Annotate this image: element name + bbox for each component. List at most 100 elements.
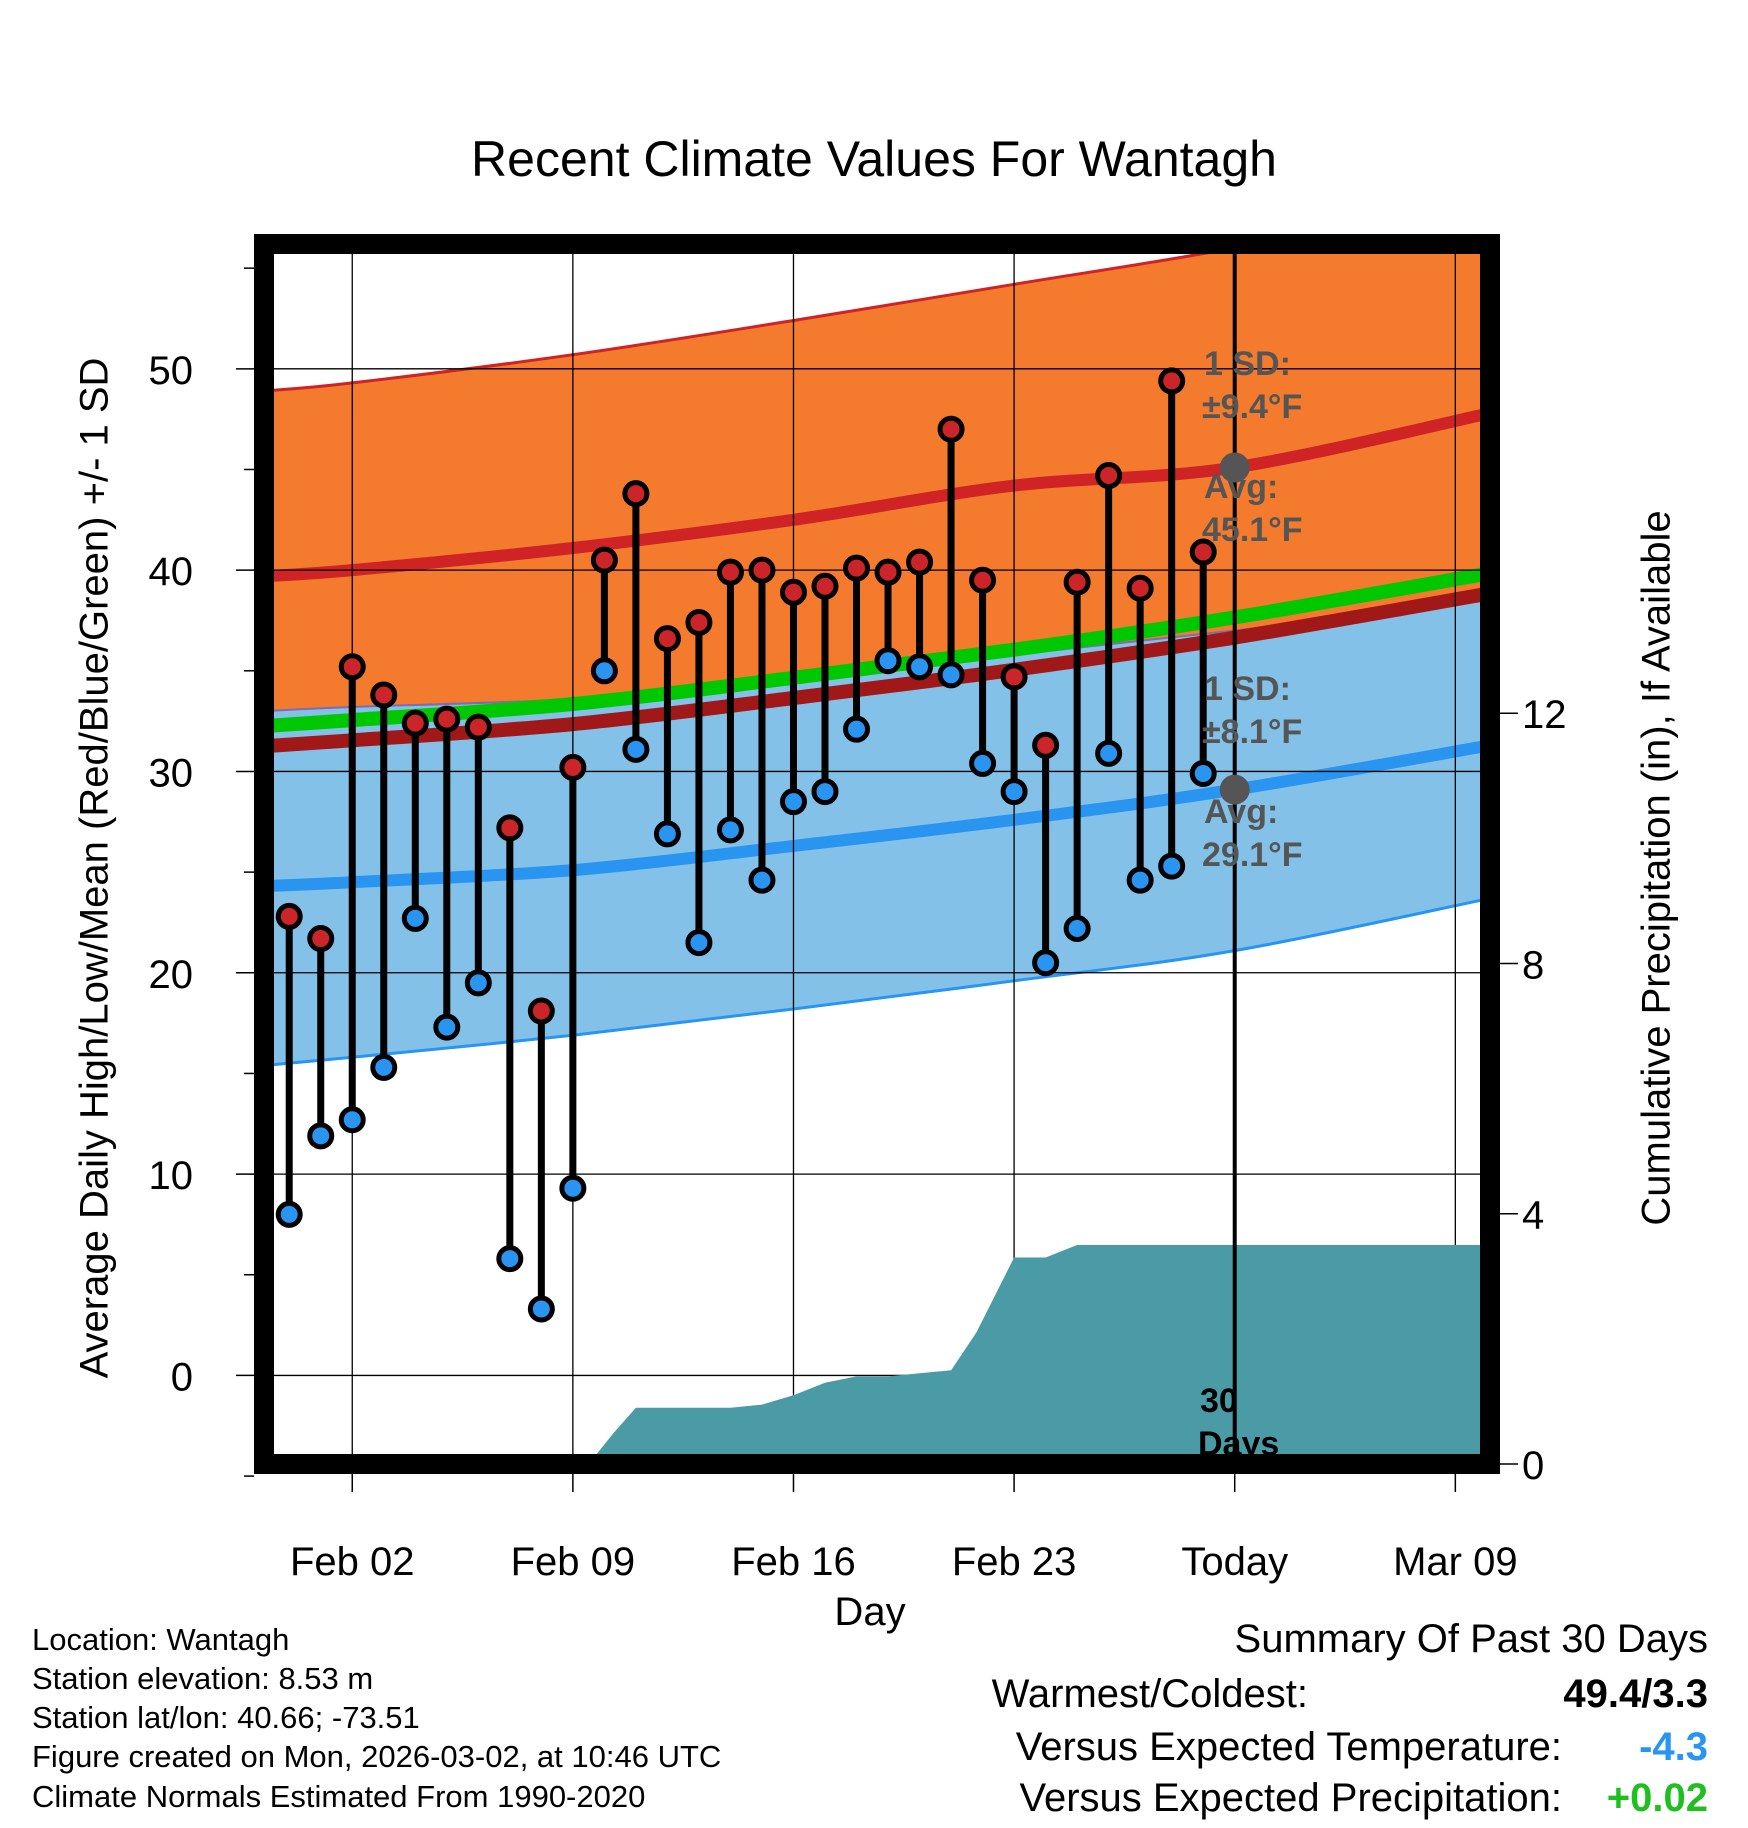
y-tick-label-left: 10 — [149, 1154, 194, 1198]
mean-dark-line — [264, 586, 1490, 754]
high-avg-line — [264, 407, 1490, 583]
summary-precip-label: Versus Expected Precipitation: — [1019, 1776, 1562, 1820]
y-tick-label-left: 30 — [149, 751, 194, 795]
y-axis-left-label: Average Daily High/Low/Mean (Red/Blue/Gr… — [72, 357, 117, 1379]
low-dot — [937, 661, 965, 689]
high-dot — [1000, 663, 1028, 691]
summary-temp-label: Versus Expected Temperature: — [1015, 1725, 1562, 1769]
chart-title: Recent Climate Values For Wantagh — [471, 131, 1277, 187]
low-dot — [275, 1200, 303, 1228]
high-dot — [464, 713, 492, 741]
high-sd-value: ±9.4°F — [1202, 388, 1302, 426]
high-avg-label: Avg: — [1204, 468, 1278, 506]
low-lower-line — [264, 896, 1490, 1067]
low-dot — [464, 969, 492, 997]
low-avg-line — [264, 739, 1490, 893]
y-tick-label-left: 20 — [149, 953, 194, 997]
high-dot — [1032, 731, 1060, 759]
y-tick-label-right: 4 — [1522, 1194, 1544, 1238]
high-dot — [906, 548, 934, 576]
x-tick-label: Feb 02 — [290, 1540, 415, 1584]
low-dot — [433, 1013, 461, 1041]
y-tick-label-right: 12 — [1522, 693, 1567, 737]
high-dot — [1063, 568, 1091, 596]
summary-title: Summary Of Past 30 Days — [1234, 1617, 1708, 1661]
low-dot — [969, 749, 997, 777]
today-low-avg-marker — [1219, 774, 1250, 805]
low-dot — [559, 1174, 587, 1202]
mean-line — [264, 566, 1490, 734]
high-dot — [1126, 574, 1154, 602]
y-tick-label-left: 40 — [149, 550, 194, 594]
low-dot — [527, 1295, 555, 1323]
summary-temp-value: -4.3 — [1639, 1725, 1708, 1769]
low-dot — [685, 929, 713, 957]
low-dot — [401, 904, 429, 932]
low-dot — [874, 647, 902, 675]
high-dot — [622, 480, 650, 508]
high-dot — [338, 653, 366, 681]
low-dot — [1000, 778, 1028, 806]
low-dot — [843, 715, 871, 743]
high-dot — [496, 814, 524, 842]
low-dot — [496, 1245, 524, 1273]
low-dot — [1095, 739, 1123, 767]
high-dot — [779, 578, 807, 606]
x-axis-label: Day — [834, 1590, 906, 1634]
high-dot — [1189, 538, 1217, 566]
x-tick-label: Feb 16 — [731, 1540, 856, 1584]
summary-warmest-label: Warmest/Coldest: — [991, 1672, 1308, 1716]
precip-area — [264, 1245, 1490, 1464]
meta-latlon: Station lat/lon: 40.66; -73.51 — [32, 1700, 420, 1735]
y-axis-right-label: Cumulative Precipitation (in), If Availa… — [1634, 510, 1679, 1226]
high-dot — [874, 558, 902, 586]
y-tick-label-left: 0 — [171, 1355, 193, 1399]
high-upper-line — [264, 244, 1265, 393]
high-dot — [969, 566, 997, 594]
low-dot — [811, 778, 839, 806]
days-label: Days — [1198, 1425, 1279, 1463]
low-dot — [716, 816, 744, 844]
low-avg-value: 29.1°F — [1202, 836, 1303, 874]
low-dot — [748, 866, 776, 894]
low-dot — [906, 653, 934, 681]
x-tick-label: Feb 23 — [952, 1540, 1077, 1584]
low-dot — [1158, 852, 1186, 880]
low-dot — [622, 735, 650, 763]
low-dot — [653, 820, 681, 848]
low-sd-label: 1 SD: — [1204, 670, 1291, 708]
summary-warmest-value: 49.4/3.3 — [1563, 1672, 1708, 1716]
low-dot — [1126, 866, 1154, 894]
high-dot — [527, 997, 555, 1025]
high-dot — [275, 902, 303, 930]
today-high-avg-marker — [1219, 452, 1250, 483]
x-tick-label: Today — [1181, 1540, 1288, 1584]
plot-frame — [254, 234, 1500, 1474]
low-avg-label: Avg: — [1204, 793, 1278, 831]
high-dot — [433, 705, 461, 733]
high-dot — [401, 709, 429, 737]
low-dot — [1063, 914, 1091, 942]
low-dot — [590, 657, 618, 685]
high-dot — [1095, 462, 1123, 490]
low-sd-value: ±8.1°F — [1202, 713, 1302, 751]
meta-normals: Climate Normals Estimated From 1990-2020 — [32, 1779, 646, 1814]
high-dot — [1158, 367, 1186, 395]
high-dot — [559, 753, 587, 781]
high-dot — [307, 925, 335, 953]
low-dot — [1032, 949, 1060, 977]
y-tick-label-right: 0 — [1522, 1444, 1544, 1488]
days-count: 30 — [1200, 1382, 1238, 1420]
high-dot — [370, 681, 398, 709]
low-dot — [370, 1053, 398, 1081]
high-avg-value: 45.1°F — [1202, 511, 1303, 549]
meta-elevation: Station elevation: 8.53 m — [32, 1661, 374, 1696]
y-tick-label-left: 50 — [149, 349, 194, 393]
meta-location: Location: Wantagh — [32, 1622, 290, 1657]
high-dot — [590, 546, 618, 574]
high-dot — [685, 608, 713, 636]
summary-precip-value: +0.02 — [1606, 1776, 1708, 1820]
high-sd-label: 1 SD: — [1204, 345, 1291, 383]
x-tick-label: Feb 09 — [511, 1540, 636, 1584]
